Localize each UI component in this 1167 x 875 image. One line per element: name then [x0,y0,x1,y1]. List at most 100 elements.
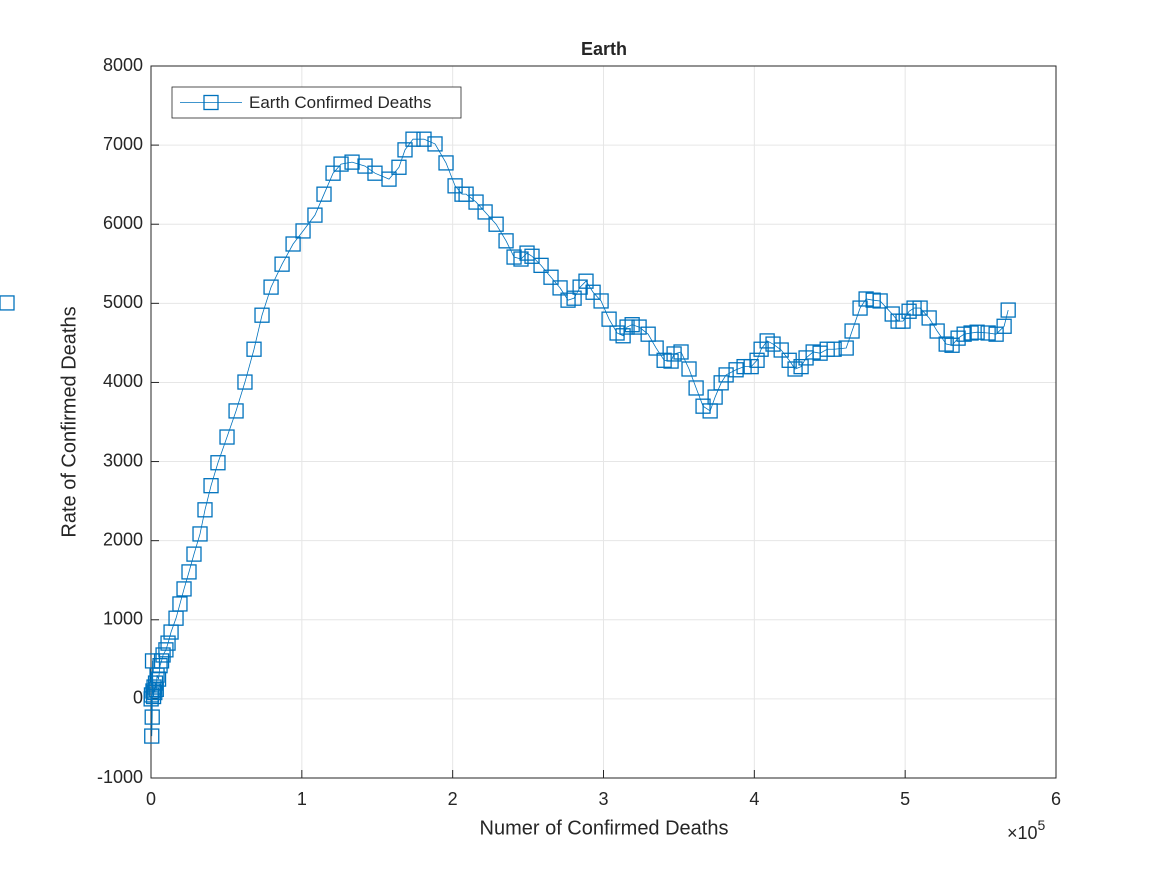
marker [566,290,582,306]
marker [560,292,576,308]
marker [838,340,854,356]
x-offset-label: ×105 [1007,817,1046,843]
marker [186,546,202,562]
x-tick-label: 6 [1051,789,1061,809]
marker [381,171,397,187]
marker [728,362,744,378]
marker [172,596,188,612]
marker [872,293,888,309]
x-tick-label: 0 [146,789,156,809]
y-tick-label: -1000 [97,767,143,787]
x-tick-label: 1 [297,789,307,809]
marker [254,307,270,323]
marker [295,223,311,239]
marker [427,136,443,152]
marker [263,279,279,295]
marker [316,186,332,202]
marker [203,478,219,494]
marker [181,564,197,580]
y-axis-label: Rate of Confirmed Deaths [58,306,80,537]
marker [988,326,1004,342]
marker [160,635,176,651]
y-tick-label: 5000 [103,292,143,312]
marker [765,336,781,352]
y-tick-label: 0 [133,688,143,708]
marker [781,352,797,368]
marker [543,269,559,285]
marker [718,367,734,383]
marker [1000,302,1016,318]
marker [787,361,803,377]
marker [391,159,407,175]
marker [333,156,349,172]
marker [753,341,769,357]
marker [416,131,432,147]
marker [176,581,192,597]
marker [519,245,535,261]
marker [488,216,504,232]
y-tick-label: 1000 [103,609,143,629]
x-axis-label: Numer of Confirmed Deaths [480,817,729,839]
x-tick-label: 3 [598,789,608,809]
marker [773,342,789,358]
marker [155,647,171,663]
marker [153,653,170,669]
marker [246,341,262,357]
marker [743,358,759,375]
marker [895,313,911,329]
legend-marker [203,94,219,111]
marker [793,358,809,375]
offset-power: 5 [1038,817,1046,833]
marker [219,429,235,445]
marker [237,374,253,390]
marker [192,526,208,542]
marker [901,303,917,319]
y-tick-label: 6000 [103,213,143,233]
marker [274,256,290,272]
marker [673,344,689,360]
marker [0,295,15,311]
chart-title: Earth [581,39,627,59]
marker [688,380,704,396]
marker [197,502,213,518]
marker [513,251,529,267]
marker [325,165,341,181]
marker [552,280,568,296]
marker [615,328,631,344]
x-tick-label: 2 [448,789,458,809]
marker [498,233,514,249]
marker [585,284,601,300]
marker [143,687,160,703]
x-tick-label: 4 [749,789,759,809]
marker [929,323,945,339]
marker [963,325,979,341]
marker [921,310,937,326]
y-tick-label: 4000 [103,371,143,391]
marker [759,333,775,349]
marker [826,341,842,357]
marker [609,325,625,341]
marker [938,336,954,352]
marker [344,154,360,170]
marker [397,142,413,158]
marker [533,257,549,274]
legend: Earth Confirmed Deaths [171,86,462,119]
marker [912,300,928,316]
marker [307,207,323,223]
marker [713,375,729,391]
marker [648,340,664,356]
marker [477,204,493,220]
marker [681,361,697,377]
marker [146,679,162,695]
marker [640,326,656,342]
marker [144,728,160,744]
marker [210,455,226,471]
marker [572,279,588,295]
marker [619,319,635,335]
marker [601,311,617,327]
marker [285,236,301,252]
marker [950,330,966,346]
y-tick-label: 3000 [103,450,143,470]
